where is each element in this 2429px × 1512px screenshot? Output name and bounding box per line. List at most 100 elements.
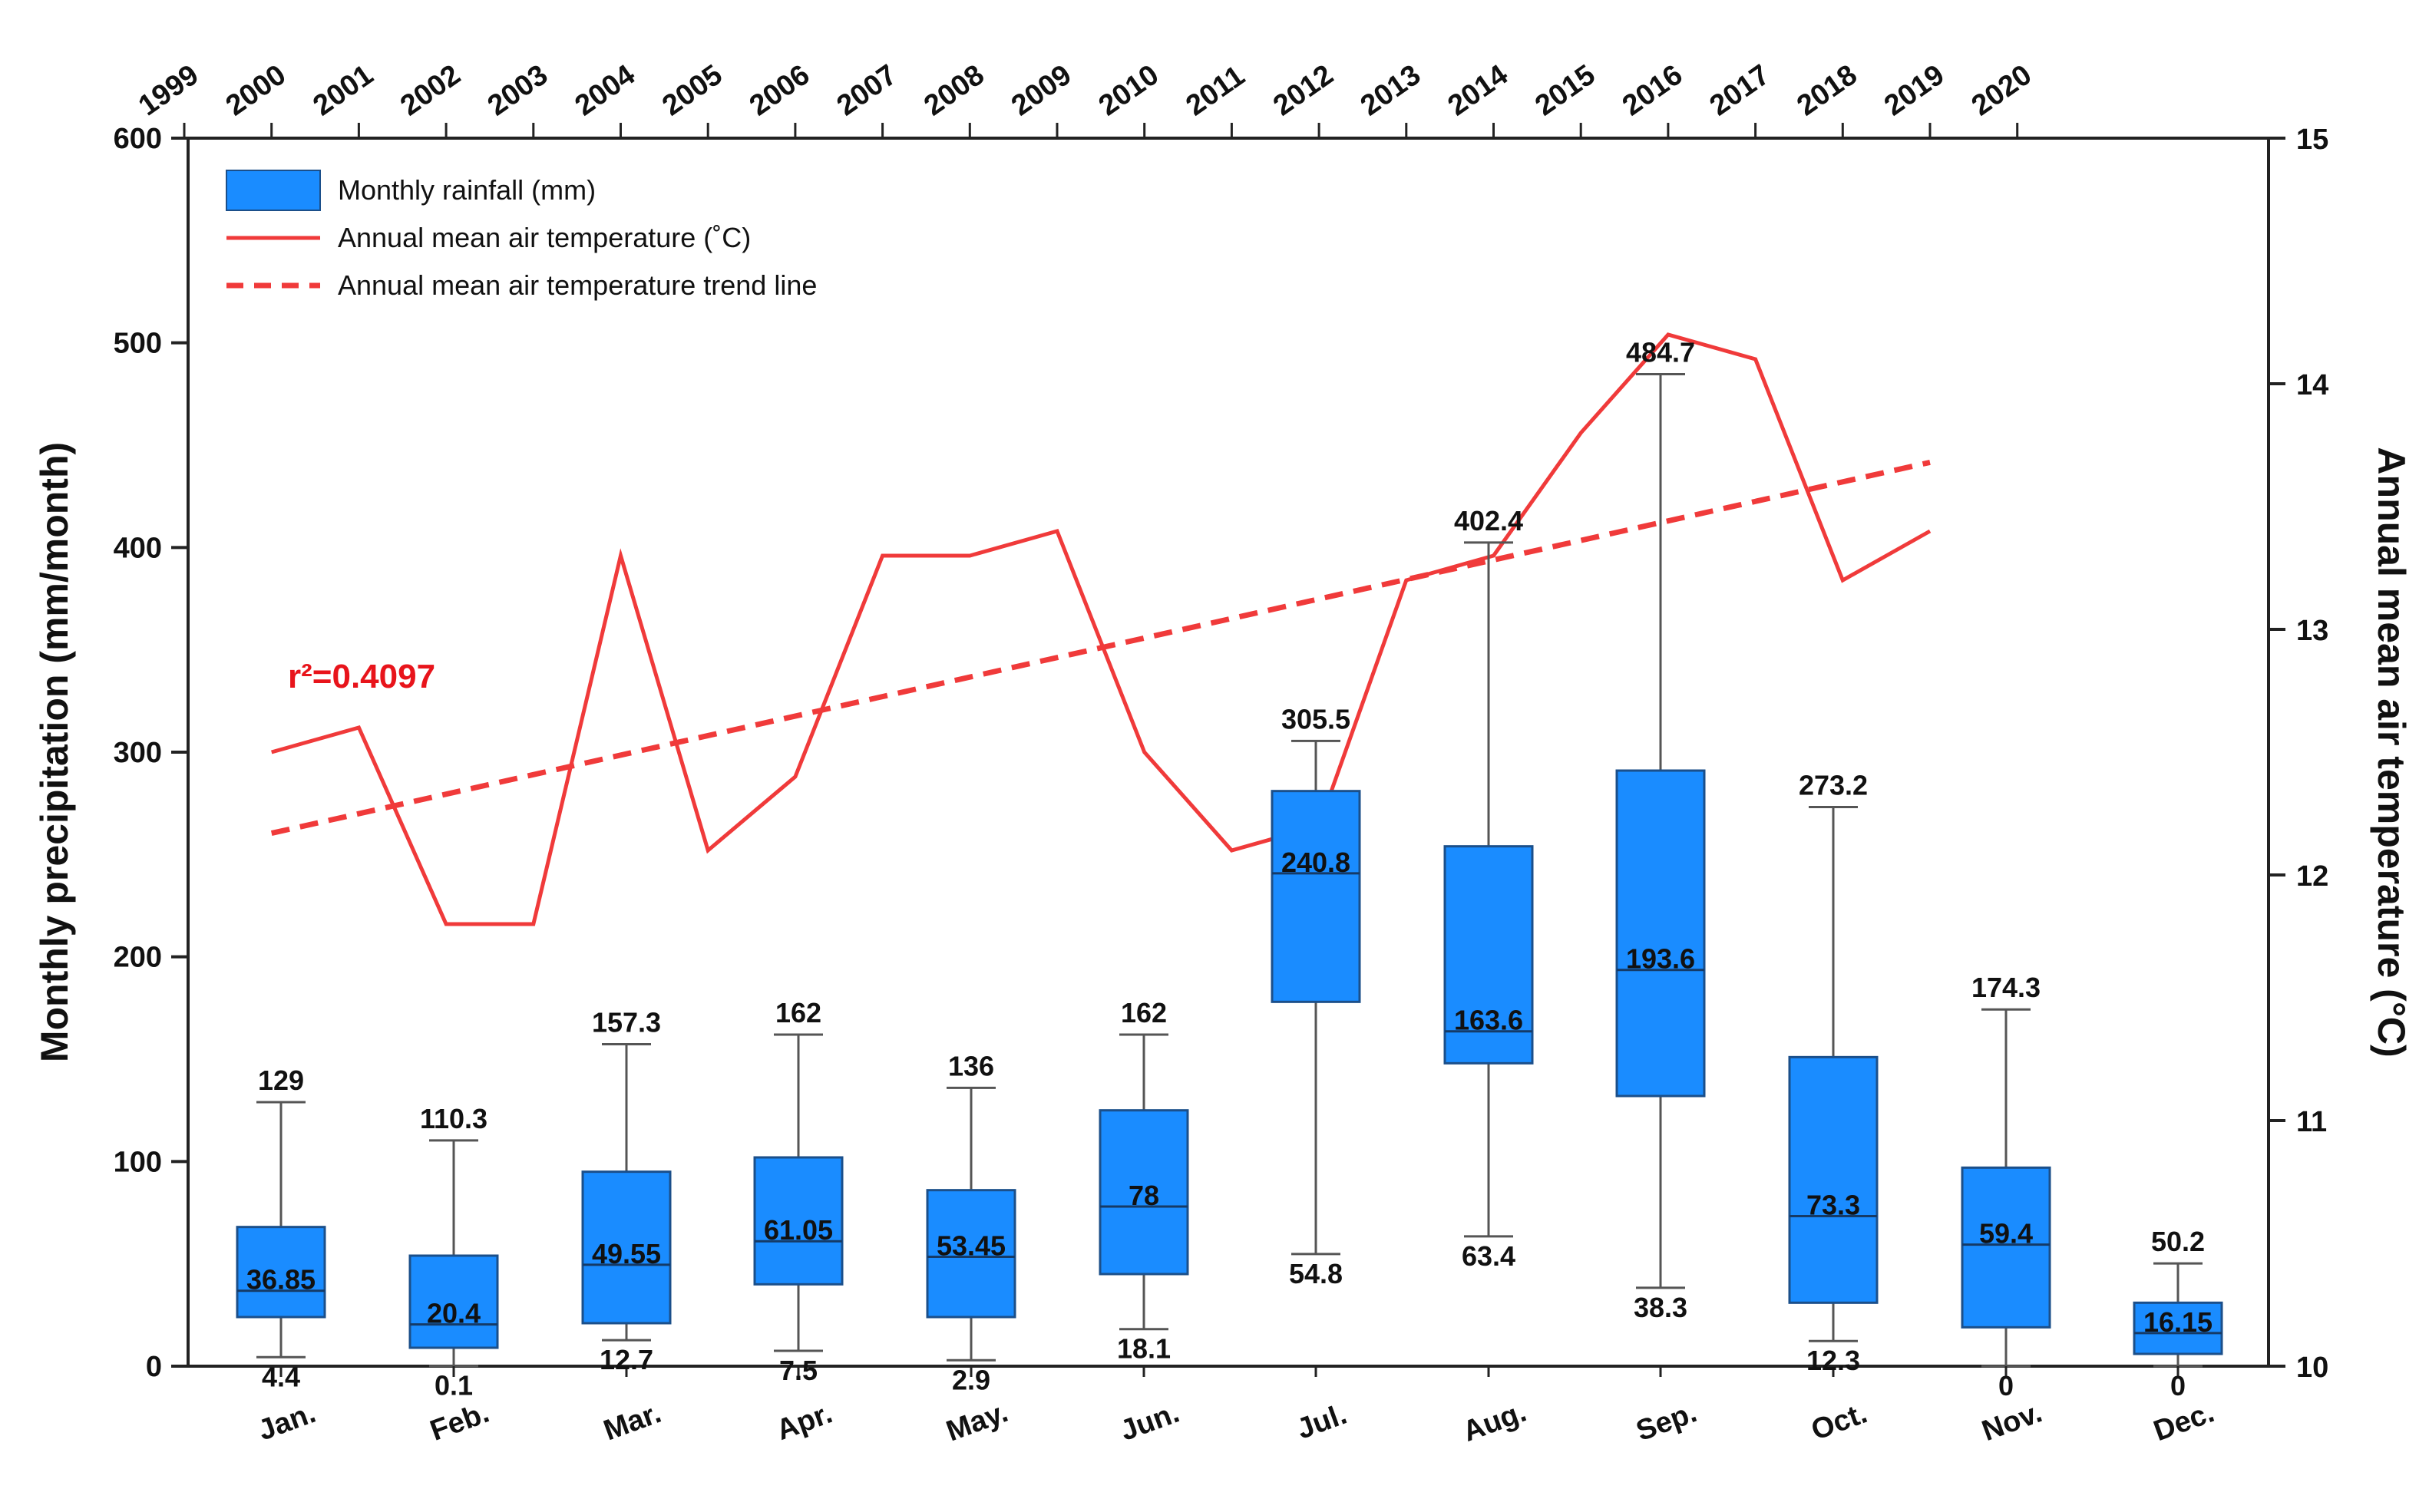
box-mar <box>581 1170 672 1325</box>
box-aug <box>1443 845 1534 1065</box>
box-dec <box>2133 1301 2223 1355</box>
median-label: 16.15 <box>2143 1306 2213 1338</box>
max-label: 157.3 <box>592 1007 661 1038</box>
month-label: Dec. <box>2150 1396 2219 1448</box>
min-label: 4.4 <box>262 1361 300 1392</box>
year-label: 2001 <box>307 58 378 122</box>
box-apr <box>753 1156 844 1286</box>
left-axis-tick-label: 400 <box>114 532 162 564</box>
median-label: 163.6 <box>1454 1005 1523 1036</box>
month-label: Apr. <box>772 1397 837 1447</box>
year-label: 2016 <box>1617 58 1688 122</box>
left-axis-tick-label: 600 <box>114 123 162 155</box>
right-axis-tick-label: 15 <box>2296 124 2328 156</box>
legend-label-rainfall: Monthly rainfall (mm) <box>338 174 596 206</box>
legend: Monthly rainfall (mm) Annual mean air te… <box>226 170 817 301</box>
year-label: 2008 <box>918 58 990 122</box>
left-axis-tick-label: 500 <box>114 328 162 360</box>
max-label: 162 <box>775 997 821 1028</box>
year-label: 2012 <box>1267 58 1339 122</box>
temperature-layer <box>271 332 1932 926</box>
month-label: Aug. <box>1459 1396 1531 1448</box>
axes-layer <box>171 123 2285 1377</box>
box-sep <box>1615 769 1706 1098</box>
month-label: Sep. <box>1632 1396 1701 1448</box>
max-label: 174.3 <box>1971 972 2041 1003</box>
max-label: 305.5 <box>1281 703 1350 735</box>
right-axis-tick-label: 10 <box>2296 1352 2328 1384</box>
min-label: 38.3 <box>1634 1292 1687 1323</box>
min-label: 54.8 <box>1289 1258 1343 1289</box>
legend-label-trend: Annual mean air temperature trend line <box>338 269 817 301</box>
year-label: 2011 <box>1180 60 1251 123</box>
right-axis-tick-label: 14 <box>2296 369 2328 401</box>
month-label: Jan. <box>254 1397 320 1447</box>
year-label: 2019 <box>1879 58 1950 122</box>
temperature-trend-line <box>270 459 1931 837</box>
year-label: 1999 <box>133 58 204 122</box>
max-label: 402.4 <box>1454 505 1523 536</box>
median-label: 59.4 <box>1979 1218 2033 1250</box>
max-label: 162 <box>1121 997 1167 1028</box>
year-label: 2000 <box>220 58 292 122</box>
year-label: 2014 <box>1443 58 1514 122</box>
right-axis-tick-label: 12 <box>2296 860 2328 893</box>
median-label: 78 <box>1129 1180 1159 1211</box>
box-feb <box>408 1254 499 1349</box>
legend-label-temperature: Annual mean air temperature (˚C) <box>338 222 751 253</box>
box-nov <box>1961 1166 2051 1329</box>
month-label: Jul. <box>1293 1398 1351 1446</box>
max-label: 136 <box>948 1050 994 1081</box>
min-label: 7.5 <box>779 1355 818 1386</box>
month-label: May. <box>942 1396 1012 1448</box>
min-label: 18.1 <box>1117 1333 1171 1365</box>
month-label: Mar. <box>600 1397 666 1447</box>
median-label: 240.8 <box>1281 847 1350 878</box>
median-label: 36.85 <box>246 1264 316 1296</box>
median-label: 193.6 <box>1626 943 1695 975</box>
month-label: Oct. <box>1807 1397 1872 1447</box>
plot-area <box>187 137 2270 1368</box>
month-label: Nov. <box>1978 1396 2046 1448</box>
left-axis-tick-label: 200 <box>114 942 162 974</box>
left-axis-tick-label: 100 <box>114 1146 162 1178</box>
right-axis-title: Annual mean air temperature (°C) <box>2370 447 2413 1057</box>
left-axis-title: Monthly precipitation (mm/month) <box>33 442 76 1062</box>
box-jul <box>1271 790 1361 1003</box>
year-label: 2015 <box>1529 58 1601 122</box>
left-axis-tick-label: 300 <box>114 737 162 769</box>
max-label: 484.7 <box>1626 336 1695 368</box>
median-label: 73.3 <box>1806 1190 1860 1221</box>
right-axis-tick-label: 11 <box>2296 1106 2327 1138</box>
box-jun <box>1099 1109 1189 1276</box>
left-axis-tick-label: 0 <box>146 1351 162 1383</box>
r2-label: r²=0.4097 <box>288 658 435 695</box>
min-label: 0 <box>1998 1370 2014 1401</box>
max-label: 273.2 <box>1799 769 1868 801</box>
min-label: 0 <box>2170 1370 2186 1401</box>
min-label: 12.7 <box>600 1344 653 1375</box>
year-label: 2013 <box>1355 58 1426 122</box>
year-label: 2010 <box>1093 58 1165 122</box>
max-label: 50.2 <box>2151 1226 2205 1257</box>
year-label: 2018 <box>1791 58 1862 122</box>
year-label: 2003 <box>482 58 554 122</box>
max-label: 129 <box>258 1065 304 1096</box>
year-label: 2004 <box>570 58 641 122</box>
box-may <box>926 1189 1016 1319</box>
year-label: 2006 <box>744 58 815 122</box>
legend-swatch-rainfall <box>226 170 321 211</box>
month-label: Feb. <box>426 1397 494 1448</box>
min-label: 2.9 <box>952 1364 990 1395</box>
min-label: 63.4 <box>1462 1240 1515 1272</box>
median-label: 53.45 <box>937 1230 1006 1261</box>
year-label: 2009 <box>1006 58 1077 122</box>
min-label: 0.1 <box>435 1370 473 1401</box>
box-jan <box>236 1226 326 1319</box>
year-label: 2007 <box>831 58 903 122</box>
median-label: 20.4 <box>427 1298 481 1329</box>
right-axis-tick-label: 13 <box>2296 615 2328 647</box>
year-label: 2020 <box>1966 58 2037 122</box>
